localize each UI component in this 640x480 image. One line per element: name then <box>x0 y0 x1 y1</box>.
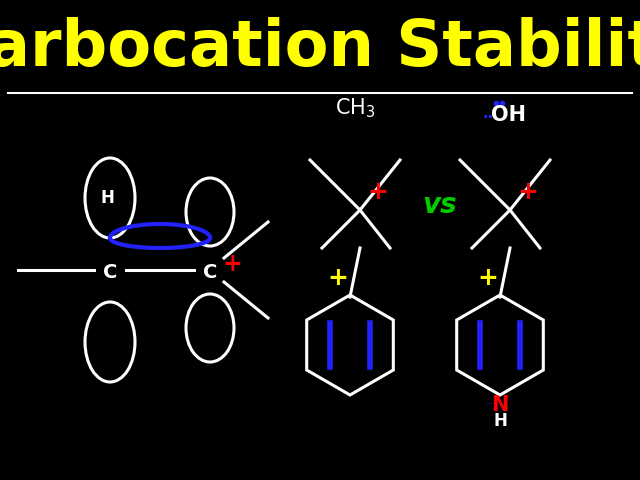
Text: vs: vs <box>422 191 458 219</box>
Text: +: + <box>367 180 388 204</box>
Text: OH: OH <box>490 105 525 125</box>
Text: C: C <box>103 263 117 281</box>
Text: +: + <box>518 180 538 204</box>
Text: ..: .. <box>486 394 494 407</box>
Text: $\mathrm{CH_3}$: $\mathrm{CH_3}$ <box>335 96 375 120</box>
Text: +: + <box>477 266 499 290</box>
Text: Carbocation Stability: Carbocation Stability <box>0 16 640 80</box>
Text: N: N <box>492 395 509 415</box>
Text: H: H <box>493 412 507 430</box>
Text: H: H <box>100 189 114 207</box>
Text: ..: .. <box>483 106 493 120</box>
Text: +: + <box>328 266 348 290</box>
Text: +: + <box>222 252 242 276</box>
Text: C: C <box>203 263 217 281</box>
